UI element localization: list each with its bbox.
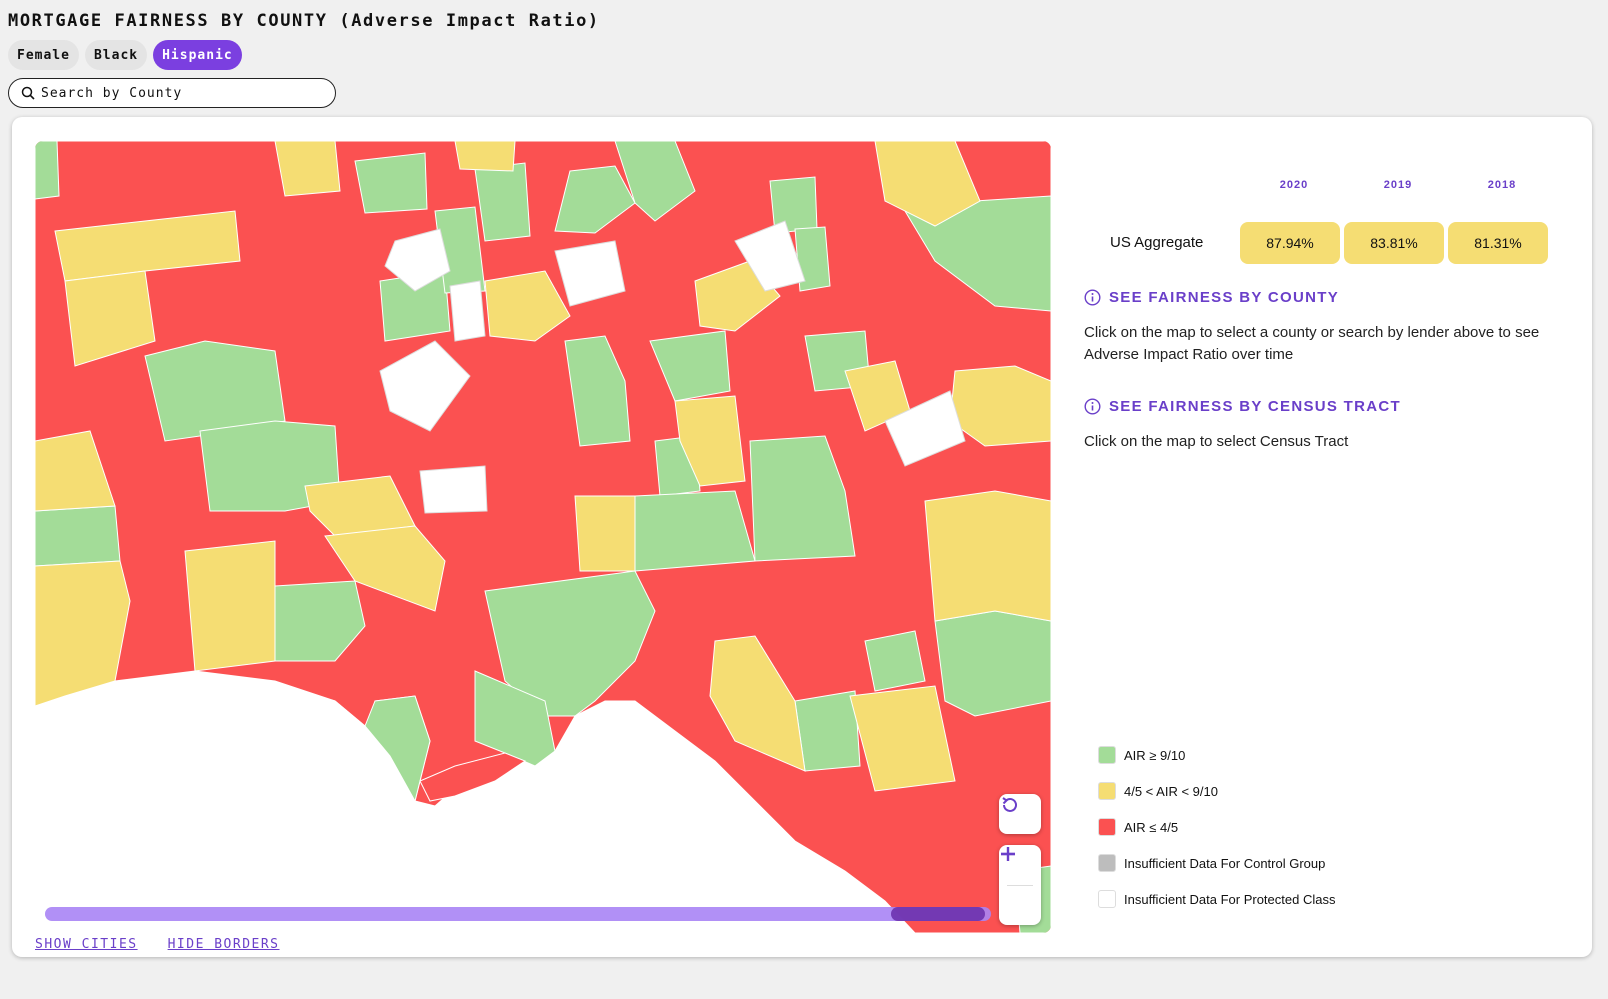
show-cities-link[interactable]: SHOW CITIES [35,937,138,952]
county[interactable] [649,330,731,402]
county[interactable] [449,280,486,342]
county[interactable] [474,162,531,242]
search-icon [21,86,35,100]
county[interactable] [419,465,488,514]
county[interactable] [554,240,626,307]
county-info-heading: SEE FAIRNESS BY COUNTY [1084,289,1339,306]
search-input[interactable] [39,84,333,102]
legend-item: AIR ≥ 9/10 [1098,737,1335,773]
county[interactable] [35,505,121,567]
county-map-svg[interactable] [35,141,1051,933]
tab-female[interactable]: Female [8,40,79,70]
aggregate-value-2020: 87.94% [1240,222,1340,264]
county[interactable] [924,490,1051,622]
divider [1007,885,1033,886]
legend-swatch [1098,746,1116,764]
aggregate-value-2018: 81.31% [1448,222,1548,264]
county-map[interactable] [35,141,1051,933]
county[interactable] [674,395,746,487]
legend-item: AIR ≤ 4/5 [1098,809,1335,845]
zoom-out-button[interactable] [999,852,1041,926]
legend-label: AIR ≥ 9/10 [1124,747,1186,763]
county[interactable] [419,752,527,802]
map-legend: AIR ≥ 9/10 4/5 < AIR < 9/10 AIR ≤ 4/5 In… [1098,737,1335,917]
hide-borders-link[interactable]: HIDE BORDERS [167,937,280,952]
county[interactable] [864,630,926,692]
county[interactable] [934,610,1051,717]
protected-class-tabs: Female Black Hispanic [8,40,242,70]
county[interactable] [354,152,428,214]
county-info-text: Click on the map to select a county or s… [1084,324,1540,363]
year-header: 2018 [1487,179,1517,191]
county[interactable] [379,340,471,432]
county[interactable] [709,635,806,772]
year-headers: 2020 2019 2018 [1242,179,1554,191]
county[interactable] [144,340,286,442]
county[interactable] [454,141,516,172]
aggregate-values: 87.94% 83.81% 81.31% [1240,222,1548,264]
reset-icon [1002,797,1017,812]
tract-info-heading: SEE FAIRNESS BY CENSUS TRACT [1084,398,1401,415]
county[interactable] [364,695,431,803]
county-info-title: SEE FAIRNESS BY COUNTY [1109,289,1340,306]
county[interactable] [484,270,571,342]
year-header: 2020 [1279,179,1309,191]
county[interactable] [184,540,276,672]
time-slider[interactable] [45,907,991,921]
county[interactable] [749,435,856,562]
legend-label: Insufficient Data For Control Group [1124,855,1326,871]
tab-hispanic[interactable]: Hispanic [153,40,242,70]
time-slider-handle[interactable] [891,907,985,921]
legend-swatch [1098,782,1116,800]
gulf-water [35,671,915,933]
legend-label: AIR ≤ 4/5 [1124,819,1179,835]
legend-label: 4/5 < AIR < 9/10 [1124,783,1218,799]
county[interactable] [35,430,116,512]
aggregate-value-2019: 83.81% [1344,222,1444,264]
county[interactable] [324,525,446,612]
county[interactable] [35,141,60,200]
info-icon [1084,398,1101,415]
legend-label: Insufficient Data For Protected Class [1124,891,1336,907]
county[interactable] [384,228,451,292]
county[interactable] [64,270,156,367]
legend-swatch [1098,818,1116,836]
tract-info-text: Click on the map to select Census Tract [1084,433,1349,450]
legend-swatch [1098,890,1116,908]
zoom-controls [999,845,1041,925]
county-search [8,78,336,108]
legend-item: 4/5 < AIR < 9/10 [1098,773,1335,809]
tab-black[interactable]: Black [84,40,148,70]
legend-item: Insufficient Data For Control Group [1098,845,1335,881]
map-links: SHOW CITIES HIDE BORDERS [35,937,280,952]
county[interactable] [794,690,861,772]
page-title: MORTGAGE FAIRNESS BY COUNTY (Adverse Imp… [8,11,600,31]
county[interactable] [734,220,806,292]
county[interactable] [574,495,636,572]
county[interactable] [274,141,341,197]
county[interactable] [884,390,966,467]
county[interactable] [614,141,696,222]
legend-item: Insufficient Data For Protected Class [1098,881,1335,917]
tract-info-title: SEE FAIRNESS BY CENSUS TRACT [1109,398,1402,415]
county[interactable] [634,490,756,572]
year-header: 2019 [1383,179,1413,191]
legend-swatch [1098,854,1116,872]
reset-view-button[interactable] [999,794,1041,834]
county[interactable] [874,141,981,227]
info-icon [1084,289,1101,306]
county[interactable] [564,335,631,447]
county[interactable] [554,165,636,234]
main-card: SHOW CITIES HIDE BORDERS 2020 2019 2018 … [12,117,1592,957]
county[interactable] [849,685,956,792]
aggregate-label: US Aggregate [1110,234,1204,251]
minus-icon [1001,852,1015,856]
